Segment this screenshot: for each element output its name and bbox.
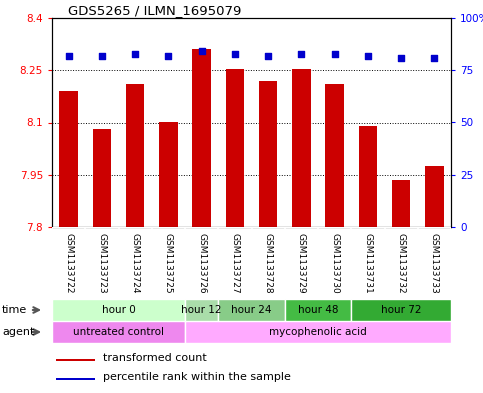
Point [98,53,106,59]
Text: percentile rank within the sample: percentile rank within the sample [103,372,291,382]
Text: hour 72: hour 72 [381,305,421,315]
Text: hour 0: hour 0 [101,305,135,315]
Bar [326,84,344,227]
Text: GSM1133733: GSM1133733 [430,233,439,294]
Bar [292,68,311,227]
Point [165,53,172,59]
Text: mycophenolic acid: mycophenolic acid [269,327,367,337]
Bar [185,321,451,343]
Text: GSM1133731: GSM1133731 [363,233,372,294]
Point [331,50,339,57]
Bar [285,299,351,321]
Text: GSM1133726: GSM1133726 [197,233,206,294]
Bar [392,180,410,227]
Text: GSM1133725: GSM1133725 [164,233,173,294]
Text: hour 48: hour 48 [298,305,338,315]
Point [65,53,72,59]
Bar [359,126,377,227]
Bar [193,50,211,227]
Bar [52,321,185,343]
Bar [351,299,451,321]
Bar [59,91,78,227]
Text: GSM1133727: GSM1133727 [230,233,240,294]
Point [264,53,272,59]
Point [231,50,239,57]
Point [298,50,305,57]
Bar [425,166,443,227]
Text: untreated control: untreated control [73,327,164,337]
Point [397,55,405,61]
Point [198,48,205,55]
Bar [259,81,277,227]
Text: GSM1133732: GSM1133732 [397,233,406,294]
Bar [93,129,111,227]
Point [364,53,372,59]
Bar [52,299,185,321]
Bar [56,359,95,362]
Text: GSM1133724: GSM1133724 [130,233,140,293]
Text: time: time [2,305,27,315]
Text: transformed count: transformed count [103,353,207,364]
Text: GSM1133730: GSM1133730 [330,233,339,294]
Text: hour 12: hour 12 [182,305,222,315]
Bar [159,123,178,227]
Bar [126,84,144,227]
Bar [226,68,244,227]
Bar [56,378,95,380]
Text: hour 24: hour 24 [231,305,272,315]
Text: GSM1133723: GSM1133723 [98,233,106,294]
Text: GSM1133722: GSM1133722 [64,233,73,293]
Bar [218,299,285,321]
Bar [185,299,218,321]
Text: GSM1133729: GSM1133729 [297,233,306,294]
Text: agent: agent [2,327,34,337]
Text: GSM1133728: GSM1133728 [264,233,272,294]
Point [131,50,139,57]
Point [430,55,438,61]
Text: GDS5265 / ILMN_1695079: GDS5265 / ILMN_1695079 [68,4,242,17]
